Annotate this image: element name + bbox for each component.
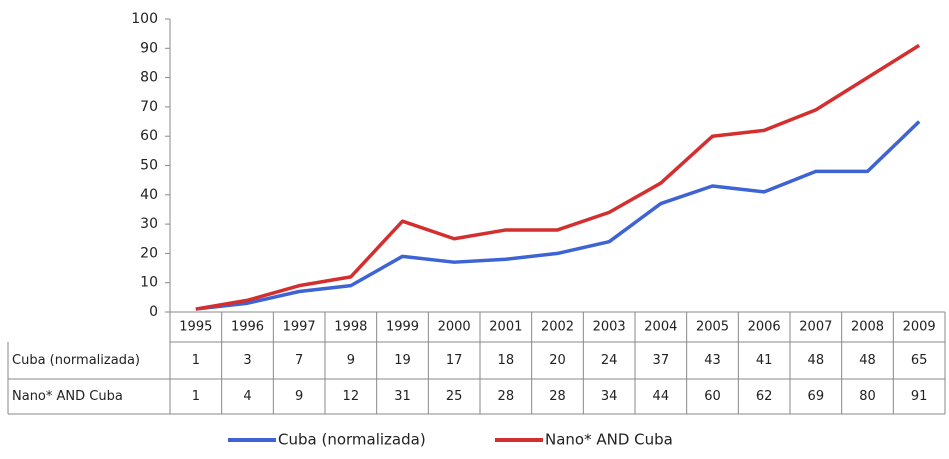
y-tick-label: 40 — [140, 187, 158, 203]
table-cell: 9 — [295, 389, 303, 404]
y-tick-label: 50 — [140, 158, 158, 174]
x-tick-label: 1996 — [231, 320, 264, 335]
table-cell: 28 — [549, 389, 566, 404]
table-cell: 62 — [756, 389, 773, 404]
table-cell: 80 — [859, 389, 876, 404]
x-tick-label: 2008 — [851, 320, 884, 335]
x-tick-label: 2004 — [644, 320, 677, 335]
table-cell: 60 — [704, 389, 721, 404]
table-cell: 91 — [911, 389, 928, 404]
legend-text: Cuba (normalizada) — [278, 431, 426, 449]
table-cell: 4 — [243, 389, 251, 404]
table-cell: 24 — [601, 353, 618, 368]
table-cell: 3 — [243, 353, 251, 368]
y-tick-label: 20 — [140, 245, 158, 261]
series-line — [195, 120, 921, 311]
series-line — [195, 43, 921, 311]
y-tick-label: 90 — [140, 40, 158, 56]
table-cell: 1 — [192, 353, 200, 368]
x-tick-label: 1998 — [334, 320, 367, 335]
x-tick-label: 2000 — [438, 320, 471, 335]
table-cell: 65 — [911, 353, 928, 368]
table-cell: 48 — [808, 353, 825, 368]
table-cell: 17 — [446, 353, 463, 368]
table-cell: 43 — [704, 353, 721, 368]
row-label: Cuba (normalizada) — [12, 353, 140, 368]
x-tick-label: 2007 — [799, 320, 832, 335]
x-tick-label: 2003 — [593, 320, 626, 335]
y-tick-label: 70 — [140, 99, 158, 115]
x-tick-label: 2006 — [748, 320, 781, 335]
y-tick-label: 80 — [140, 70, 158, 86]
table-cell: 25 — [446, 389, 463, 404]
table-cell: 31 — [394, 389, 411, 404]
x-tick-label: 2005 — [696, 320, 729, 335]
y-tick-label: 0 — [149, 304, 158, 320]
table-cell: 34 — [601, 389, 618, 404]
legend-text: Nano* AND Cuba — [545, 431, 673, 449]
table-cell: 12 — [343, 389, 360, 404]
y-tick-label: 60 — [140, 128, 158, 144]
table-cell: 19 — [394, 353, 411, 368]
table-cell: 18 — [498, 353, 515, 368]
table-cell: 48 — [859, 353, 876, 368]
table-cell: 41 — [756, 353, 773, 368]
x-tick-label: 1995 — [179, 320, 212, 335]
x-tick-label: 1997 — [283, 320, 316, 335]
x-tick-label: 2001 — [489, 320, 522, 335]
y-tick-label: 30 — [140, 216, 158, 232]
x-tick-label: 1999 — [386, 320, 419, 335]
table-cell: 20 — [549, 353, 566, 368]
table-cell: 1 — [192, 389, 200, 404]
x-tick-label: 2002 — [541, 320, 574, 335]
table-cell: 37 — [653, 353, 670, 368]
table-cell: 28 — [498, 389, 515, 404]
table-cell: 9 — [347, 353, 355, 368]
row-label: Nano* AND Cuba — [12, 389, 123, 404]
table-cell: 44 — [653, 389, 670, 404]
y-tick-label: 100 — [131, 11, 158, 27]
y-tick-label: 10 — [140, 275, 158, 291]
table-cell: 7 — [295, 353, 303, 368]
x-tick-label: 2009 — [903, 320, 936, 335]
table-cell: 69 — [808, 389, 825, 404]
